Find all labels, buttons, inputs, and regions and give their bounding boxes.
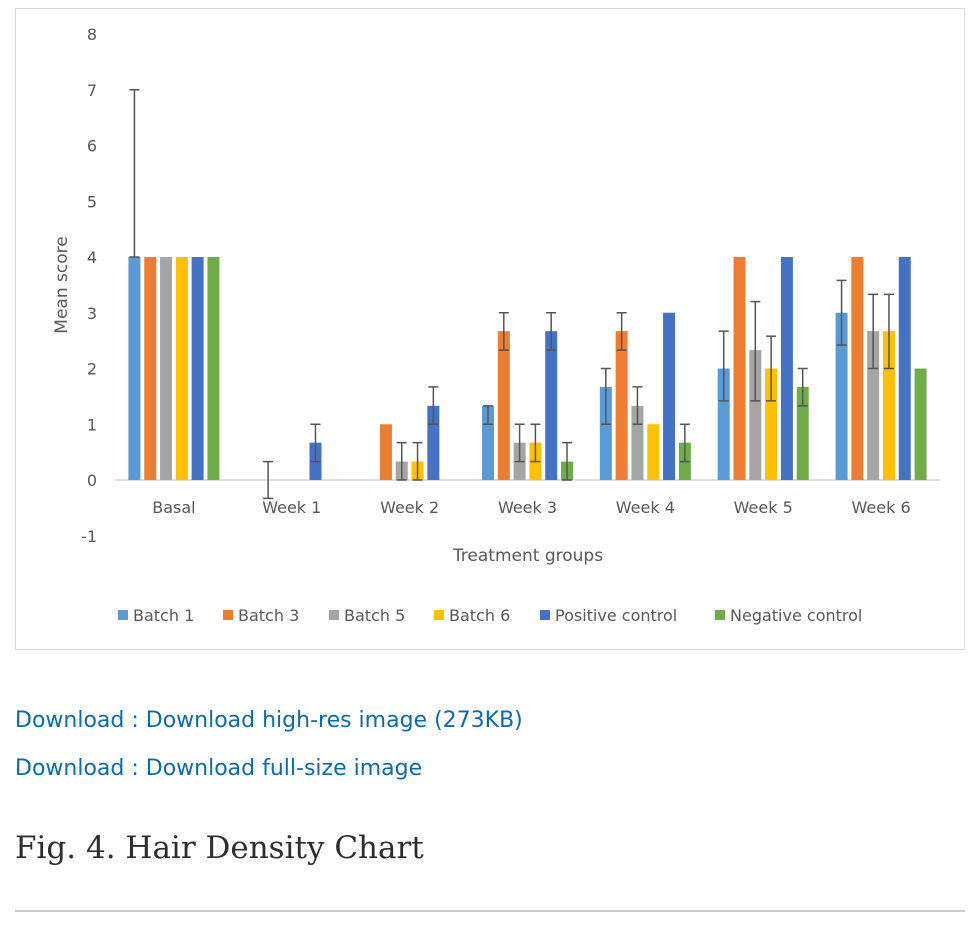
legend-label: Batch 6 — [449, 606, 510, 625]
legend-label: Negative control — [730, 606, 862, 625]
y-tick-label: 8 — [87, 25, 97, 44]
bar-batch-1 — [128, 257, 141, 480]
bar-batch-6 — [765, 368, 778, 480]
legend-swatch — [715, 610, 725, 620]
legend-swatch — [434, 610, 444, 620]
bar-chart: -1 0 1 2 3 4 5 6 7 8 Basal Week 1 Week 2 Week 3 Week 4… — [52, 25, 940, 625]
bar-batch-3 — [851, 257, 864, 480]
y-tick-label: 3 — [87, 304, 97, 323]
figure-caption: Fig. 4. Hair Density Chart — [15, 830, 424, 866]
y-tick-label: 2 — [87, 360, 97, 379]
bar-batch-6 — [175, 257, 188, 480]
bar-positive-control — [780, 257, 793, 480]
x-axis-title: Treatment groups — [452, 546, 603, 566]
x-tick-label: Basal — [152, 498, 195, 517]
download-high-res-link[interactable]: Download : Download high-res image (273K… — [15, 708, 523, 733]
legend-swatch — [118, 610, 128, 620]
bar-batch-3 — [379, 424, 392, 480]
x-tick-label: Week 5 — [734, 498, 793, 517]
download-full-size-link[interactable]: Download : Download full-size image — [15, 756, 423, 781]
bar-batch-3 — [144, 257, 157, 480]
bar-batch-1 — [835, 312, 848, 480]
legend-swatch — [540, 610, 550, 620]
bar-batch-5 — [749, 350, 762, 480]
chart-frame — [15, 8, 965, 650]
legend-label: Batch 3 — [238, 606, 299, 625]
y-tick-label: 5 — [87, 192, 97, 211]
bar-batch-3 — [497, 331, 510, 480]
y-tick-label: 1 — [87, 415, 97, 434]
x-tick-label: Week 4 — [616, 498, 675, 517]
x-tick-label: Week 6 — [852, 498, 911, 517]
bar-batch-1 — [599, 386, 612, 480]
bar-batch-3 — [733, 257, 746, 480]
legend-swatch — [329, 610, 339, 620]
bar-negative-control — [914, 368, 927, 480]
bar-batch-3 — [615, 331, 628, 480]
y-tick-label: 6 — [87, 137, 97, 156]
legend-label: Batch 5 — [344, 606, 405, 625]
y-tick-label: -1 — [81, 527, 97, 546]
y-axis-title: Mean score — [52, 236, 72, 333]
legend-label: Batch 1 — [133, 606, 194, 625]
bar-batch-1 — [717, 368, 730, 480]
bar-batch-5 — [160, 257, 173, 480]
x-tick-label: Week 1 — [262, 498, 321, 517]
divider — [15, 910, 965, 912]
y-tick-label: 7 — [87, 81, 97, 100]
y-tick-label: 0 — [87, 471, 97, 490]
bar-positive-control — [898, 257, 911, 480]
bar-negative-control — [207, 257, 220, 480]
legend-swatch — [223, 610, 233, 620]
x-tick-label: Week 2 — [380, 498, 439, 517]
y-tick-label: 4 — [87, 248, 97, 267]
legend-label: Positive control — [555, 606, 677, 625]
bar-positive-control — [191, 257, 204, 480]
bar-batch-6 — [647, 424, 660, 480]
x-tick-label: Week 3 — [498, 498, 557, 517]
bar-positive-control — [663, 312, 676, 480]
bar-positive-control — [545, 331, 558, 480]
bar-negative-control — [796, 386, 809, 480]
